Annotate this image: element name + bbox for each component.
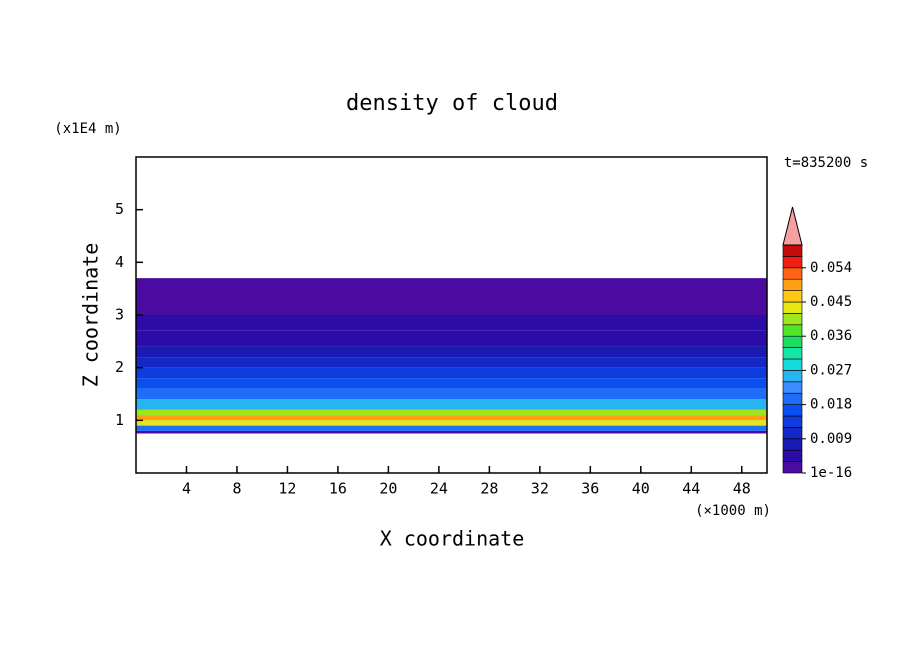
y-unit: (x1E4 m) [54, 121, 121, 137]
colorbar-segment [782, 392, 803, 405]
colorbar-segment [782, 449, 803, 462]
x-tick-label: 16 [329, 480, 347, 498]
colorbar-segment [782, 404, 803, 417]
y-tick-label: 4 [115, 253, 124, 271]
colorbar-segment [782, 324, 803, 337]
colorbar-segment [782, 461, 803, 474]
colorbar-segment [782, 267, 803, 280]
x-tick-label: 20 [379, 480, 397, 498]
y-tick-label: 2 [115, 358, 124, 376]
y-tick-label: 3 [115, 306, 124, 324]
density-band [136, 357, 767, 368]
density-band [136, 278, 767, 315]
colorbar-tick-label: 0.045 [810, 294, 852, 310]
colorbar-segment [782, 244, 803, 257]
x-tick-label: 24 [430, 480, 448, 498]
x-tick-label: 48 [733, 480, 751, 498]
colorbar-segment [782, 381, 803, 394]
density-band [136, 399, 767, 410]
colorbar-segment [782, 370, 803, 383]
y-axis-title: Z coordinate [79, 243, 103, 388]
density-band [136, 409, 767, 416]
colorbar-tick-label: 1e-16 [810, 465, 852, 481]
colorbar-segment [782, 335, 803, 348]
density-band [136, 346, 767, 358]
x-tick-label: 4 [182, 480, 191, 498]
colorbar-tick-label: 0.009 [810, 431, 852, 447]
density-band [136, 415, 767, 421]
colorbar-segment [782, 313, 803, 326]
colorbar-segment [782, 347, 803, 360]
density-band [136, 388, 767, 400]
colorbar-extend [782, 206, 803, 246]
x-tick-label: 44 [682, 480, 700, 498]
x-tick-label: 28 [480, 480, 498, 498]
density-band [136, 330, 767, 347]
density-band [136, 367, 767, 379]
colorbar-segment [782, 415, 803, 428]
density-band [136, 430, 767, 434]
x-axis-title: X coordinate [380, 527, 525, 551]
x-tick-label: 40 [632, 480, 650, 498]
x-tick-label: 32 [531, 480, 549, 498]
colorbar-segment [782, 290, 803, 303]
colorbar-segment [782, 358, 803, 371]
x-tick-label: 8 [232, 480, 241, 498]
colorbar-segment [782, 427, 803, 440]
colorbar-tick-label: 0.018 [810, 397, 852, 413]
density-band [136, 315, 767, 331]
density-band [136, 378, 767, 389]
y-tick-label: 5 [115, 200, 124, 218]
colorbar-segment [782, 301, 803, 314]
colorbar-tick-label: 0.036 [810, 328, 852, 344]
colorbar-segment [782, 278, 803, 291]
y-tick-label: 1 [115, 411, 124, 429]
x-tick-label: 36 [581, 480, 599, 498]
colorbar-segment [782, 438, 803, 451]
density-band [136, 425, 767, 431]
x-tick-label: 12 [278, 480, 296, 498]
density-band [136, 420, 767, 426]
colorbar-tick-label: 0.027 [810, 362, 852, 378]
colorbar-tick-label: 0.054 [810, 260, 852, 276]
chart-title: density of cloud [346, 91, 558, 116]
time-annotation: t=835200 s [784, 155, 868, 171]
x-unit: (×1000 m) [695, 503, 771, 519]
colorbar-segment [782, 256, 803, 269]
